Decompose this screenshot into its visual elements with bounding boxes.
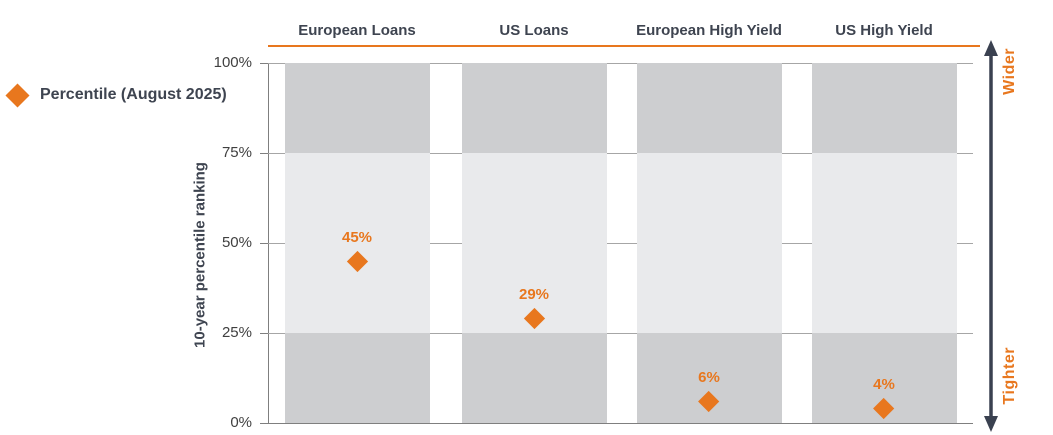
header-underline [268, 45, 980, 47]
band-0-25 [285, 333, 430, 423]
band-75-100 [812, 63, 957, 153]
diamond-marker-icon [873, 398, 895, 420]
column-header-us-high-yield: US High Yield [835, 22, 933, 39]
y-tick-label-50: 50% [221, 234, 252, 251]
data-point-label: 29% [518, 286, 550, 304]
band-column-us-loans [462, 63, 607, 423]
band-25-75 [285, 153, 430, 333]
diamond-marker-icon [346, 250, 368, 272]
x-axis-line [268, 423, 973, 424]
band-column-european-loans [285, 63, 430, 423]
column-header-us-loans: US Loans [499, 22, 569, 39]
gridline-25 [268, 333, 973, 334]
wider-tighter-arrow-icon [984, 40, 998, 432]
data-point-us-high-yield: 4% [873, 376, 895, 420]
data-point-label: 4% [873, 376, 895, 394]
y-axis-title: 10-year percentile ranking [191, 162, 209, 348]
band-75-100 [285, 63, 430, 153]
gridline-75 [268, 153, 973, 154]
gridline-50 [268, 243, 973, 244]
y-tick-label-100: 100% [213, 54, 252, 71]
data-point-label: 6% [698, 368, 720, 386]
band-column-us-high-yield [812, 63, 957, 423]
data-point-us-loans: 29% [518, 286, 550, 330]
legend-label: Percentile (August 2025) [40, 86, 227, 103]
band-25-75 [462, 153, 607, 333]
y-tick-label-75: 75% [221, 144, 252, 161]
gridline-100 [268, 63, 973, 64]
y-tick-label-25: 25% [221, 324, 252, 341]
diamond-marker-icon [698, 390, 720, 413]
tighter-annotation: Tighter [1001, 347, 1018, 405]
column-header-european-high-yield: European High Yield [636, 22, 782, 39]
band-25-75 [637, 153, 782, 333]
y-tick-label-0: 0% [230, 414, 252, 431]
band-75-100 [637, 63, 782, 153]
data-point-label: 45% [341, 228, 373, 246]
diamond-legend-icon [5, 82, 30, 108]
plot-area: 45% 29% 6% 4% [268, 63, 973, 423]
diamond-marker-icon [523, 308, 545, 330]
band-0-25 [462, 333, 607, 423]
data-point-european-high-yield: 6% [698, 368, 720, 413]
column-header-european-loans: European Loans [298, 22, 416, 39]
data-point-european-loans: 45% [341, 228, 373, 272]
band-75-100 [462, 63, 607, 153]
legend: Percentile (August 2025) [5, 82, 227, 108]
band-25-75 [812, 153, 957, 333]
wider-annotation: Wider [1001, 48, 1018, 95]
